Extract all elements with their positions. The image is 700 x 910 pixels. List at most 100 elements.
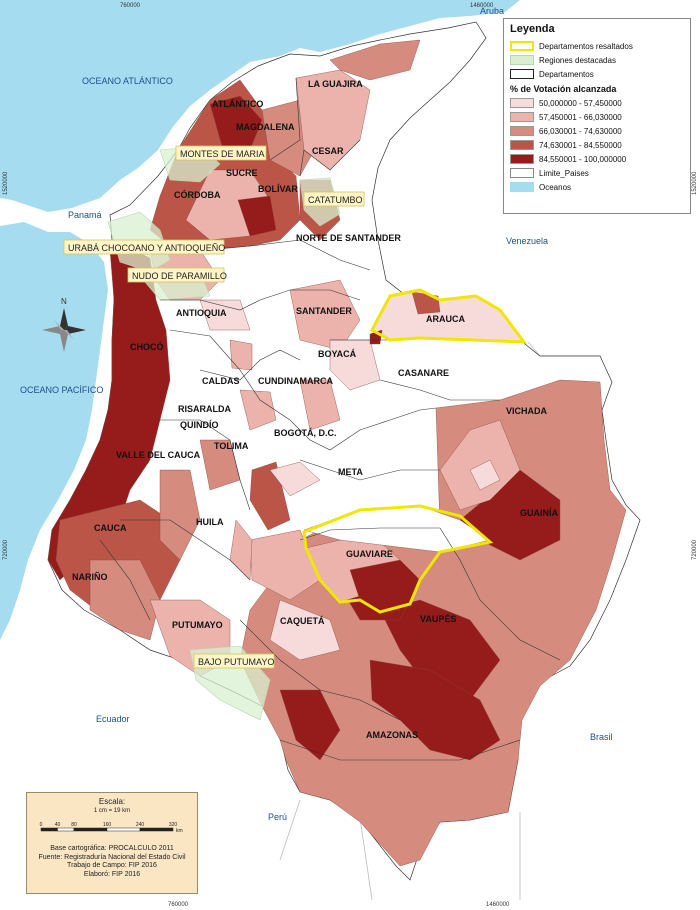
map-legend: Leyenda Departamentos resaltados Regiones… (503, 18, 691, 214)
dept-sucre: SUCRE (226, 168, 258, 178)
region-catatumbo: CATATUMBO (303, 191, 365, 207)
dept-guainia: GUAINÍA (520, 508, 559, 518)
dept-huila: HUILA (196, 517, 224, 527)
legend-class-swatch (510, 126, 534, 136)
legend-extra-swatch (510, 182, 534, 192)
dept-meta: META (338, 467, 363, 477)
legend-class-label: 66,030001 - 74,630000 (539, 126, 622, 136)
dept-vichada: VICHADA (506, 406, 548, 416)
legend-classes: 50,000000 - 57,450000 57,450001 - 66,0300… (510, 96, 684, 166)
svg-text:URABÁ CHOCOANO Y ANTIOQUEÑO: URABÁ CHOCOANO Y ANTIOQUEÑO (68, 243, 225, 253)
region-montes-de-maria: MONTES DE MARIA (175, 145, 267, 161)
region-uraba: URABÁ CHOCOANO Y ANTIOQUEÑO (63, 239, 225, 255)
dept-guaviare: GUAVIARE (346, 549, 393, 559)
legend-extra: Limite_Paises Oceanos (510, 166, 684, 194)
region-labels: MONTES DE MARIA CATATUMBO URABÁ CHOCOANO… (63, 145, 365, 669)
ocean-atlantic (0, 0, 520, 212)
coord-right-upper: 1520000 (692, 171, 698, 195)
legend-extra-label: Oceanos (539, 182, 572, 192)
dept-norte-de-santander: NORTE DE SANTANDER (296, 233, 401, 243)
legend-item-row: Departamentos (510, 67, 684, 81)
guaviare-outline (302, 504, 494, 614)
region-bajo-putumayo: BAJO PUTUMAYO (193, 653, 275, 669)
scale-ratio: 1 cm = 19 km (93, 808, 131, 814)
legend-class-swatch (510, 112, 534, 122)
label-panama: Panamá (68, 210, 102, 220)
legend-class-row: 50,000000 - 57,450000 (510, 96, 684, 110)
scale-title: Escala: (98, 797, 126, 806)
legend-class-swatch (510, 98, 534, 108)
dept-valle-del-cauca: VALLE DEL CAUCA (116, 450, 201, 460)
coord-top-right: 1460000 (470, 3, 494, 9)
scale-tick-label: 320 (169, 822, 178, 828)
dept-bogota: BOGOTÁ, D.C. (274, 428, 337, 438)
svg-text:MONTES DE MARIA: MONTES DE MARIA (180, 149, 265, 159)
credit-author: Elaboró: FIP 2016 (83, 870, 141, 878)
scale-segment (57, 827, 75, 832)
dept-choco: CHOCÓ (130, 341, 164, 352)
dept-antioquia: ANTIOQUIA (176, 308, 227, 318)
department-labels: LA GUAJIRA ATLÁNTICO MAGDALENA CESAR SUC… (72, 79, 559, 740)
label-atlantic: OCEANO ATLÁNTICO (82, 76, 173, 86)
coord-left-upper: 1520000 (3, 171, 9, 195)
dept-tolima: TOLIMA (214, 441, 249, 451)
scale-unit: km (176, 828, 183, 834)
dept-putumayo: PUTUMAYO (172, 620, 223, 630)
legend-class-swatch (510, 154, 534, 164)
credits: Base cartográfica: PROCALCULO 2011 Fuent… (29, 845, 195, 879)
credit-fieldwork: Trabajo de Campo: FIP 2016 (67, 862, 157, 869)
dept-quindio: QUINDÍO (180, 420, 219, 430)
dept-santander: SANTANDER (296, 306, 352, 316)
label-aruba: Aruba (480, 6, 504, 16)
scale-tick-label: 240 (136, 822, 145, 828)
legend-item-label: Departamentos (539, 69, 594, 79)
legend-class-label: 74,630001 - 84,550000 (539, 140, 622, 150)
dept-magdalena: MAGDALENA (236, 122, 295, 132)
dept-cesar: CESAR (312, 146, 344, 156)
legend-item-label: Departamentos resaltados (539, 41, 633, 51)
north-label: N (61, 297, 67, 306)
legend-class-row: 57,450001 - 66,030000 (510, 110, 684, 124)
legend-title: Leyenda (510, 23, 555, 35)
dept-caldas: CALDAS (202, 376, 240, 386)
label-venezuela: Venezuela (506, 236, 548, 246)
dept-arauca: ARAUCA (426, 314, 465, 324)
legend-class-swatch (510, 140, 534, 150)
region-nudo-de-paramillo: NUDO DE PARAMILLO (127, 267, 227, 283)
coord-bottom-left: 760000 (168, 902, 189, 908)
highlighted-departments (302, 288, 528, 614)
scale-credits-box: Escala: 1 cm = 19 km 0 40 80 160 240 320 km Ba… (26, 792, 198, 894)
legend-item-swatch (510, 69, 534, 79)
legend-extra-row: Limite_Paises (510, 166, 684, 180)
legend-extra-row: Oceanos (510, 180, 684, 194)
scale-segment (139, 827, 174, 832)
legend-item-row: Regiones destacadas (510, 53, 684, 67)
legend-item-row: Departamentos resaltados (510, 39, 684, 53)
choropleth-fills (47, 39, 627, 867)
legend-class-row: 74,630001 - 84,550000 (510, 138, 684, 152)
dept-cordoba: CÓRDOBA (174, 189, 221, 200)
dept-caqueta: CAQUETÁ (280, 616, 325, 626)
legend-class-label: 84,550001 - 100,000000 (539, 154, 627, 164)
ocean-pacific (0, 222, 108, 640)
coord-top-left: 760000 (120, 3, 141, 9)
legend-class-label: 57,450001 - 66,030000 (539, 112, 622, 122)
dept-amazonas: AMAZONAS (366, 730, 418, 740)
legend-item-swatch (510, 55, 534, 65)
legend-class-row: 66,030001 - 74,630000 (510, 124, 684, 138)
dept-casanare: CASANARE (398, 368, 449, 378)
dept-narino: NARIÑO (72, 572, 108, 582)
coord-bottom-right: 1460000 (486, 902, 510, 908)
label-brasil: Brasil (590, 732, 613, 742)
legend-scale-title: % de Votación alcanzada (510, 84, 617, 94)
dept-bolivar: BOLÍVAR (258, 184, 298, 194)
label-peru: Perú (268, 812, 287, 822)
dept-atlantico: ATLÁNTICO (212, 99, 263, 109)
coord-right-lower: 720000 (692, 539, 698, 560)
scale-tick-label: 40 (55, 822, 61, 828)
svg-text:NUDO DE PARAMILLO: NUDO DE PARAMILLO (132, 271, 227, 281)
svg-text:BAJO PUTUMAYO: BAJO PUTUMAYO (198, 657, 274, 667)
legend-item-swatch (510, 41, 534, 51)
legend-item-label: Regiones destacadas (539, 55, 616, 65)
